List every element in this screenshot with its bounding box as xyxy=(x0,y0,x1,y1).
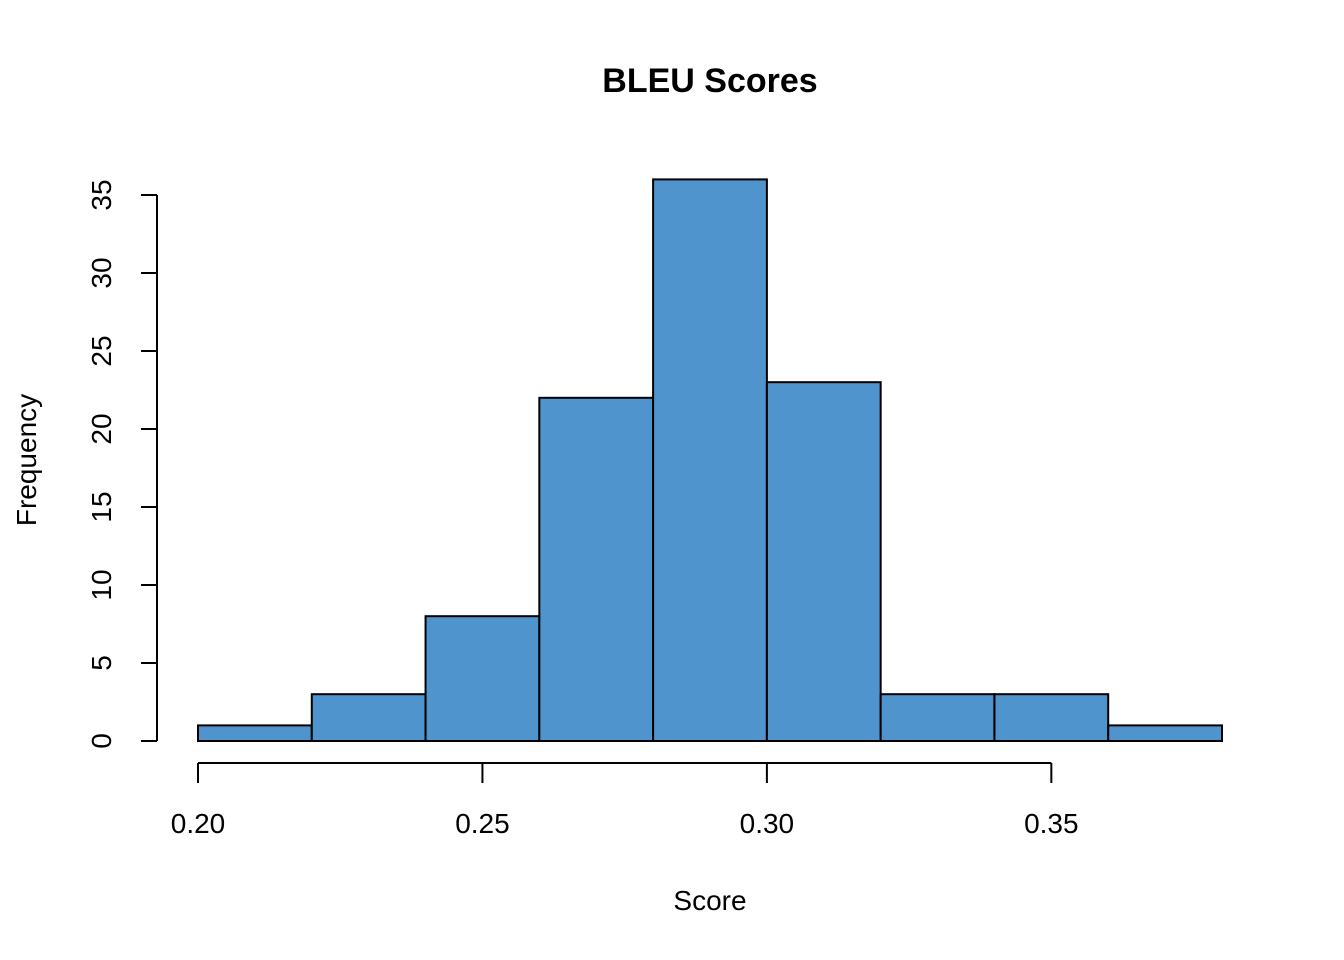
histogram-bar xyxy=(879,693,996,743)
histogram-bar xyxy=(310,693,427,743)
x-tick-label: 0.25 xyxy=(455,808,510,839)
chart-title: BLEU Scores xyxy=(602,62,817,100)
y-tick-label: 15 xyxy=(86,491,117,522)
y-tick-label: 5 xyxy=(86,655,117,671)
y-tick-label: 30 xyxy=(86,257,117,288)
histogram-bar xyxy=(424,615,541,743)
x-tick-label: 0.35 xyxy=(1024,808,1079,839)
x-axis-label: Score xyxy=(673,885,746,916)
y-tick-label: 20 xyxy=(86,413,117,444)
y-axis: 0 5 10 15 20 25 30 35 xyxy=(86,179,158,749)
x-tick-label: 0.20 xyxy=(171,808,226,839)
y-axis-label: Frequency xyxy=(11,394,42,526)
y-tick-label: 25 xyxy=(86,335,117,366)
y-tick-label: 0 xyxy=(86,733,117,749)
bars-group xyxy=(197,178,1223,743)
histogram-bar xyxy=(993,693,1110,743)
histogram-bar xyxy=(1107,724,1223,743)
x-tick-label: 0.30 xyxy=(740,808,795,839)
y-tick-label: 35 xyxy=(86,179,117,210)
x-axis: 0.20 0.25 0.30 0.35 xyxy=(171,762,1079,839)
y-tick-label: 10 xyxy=(86,569,117,600)
histogram-bar xyxy=(765,381,882,742)
histogram-bar xyxy=(652,178,768,742)
histogram-bar xyxy=(197,724,313,743)
histogram-bar xyxy=(538,396,655,742)
